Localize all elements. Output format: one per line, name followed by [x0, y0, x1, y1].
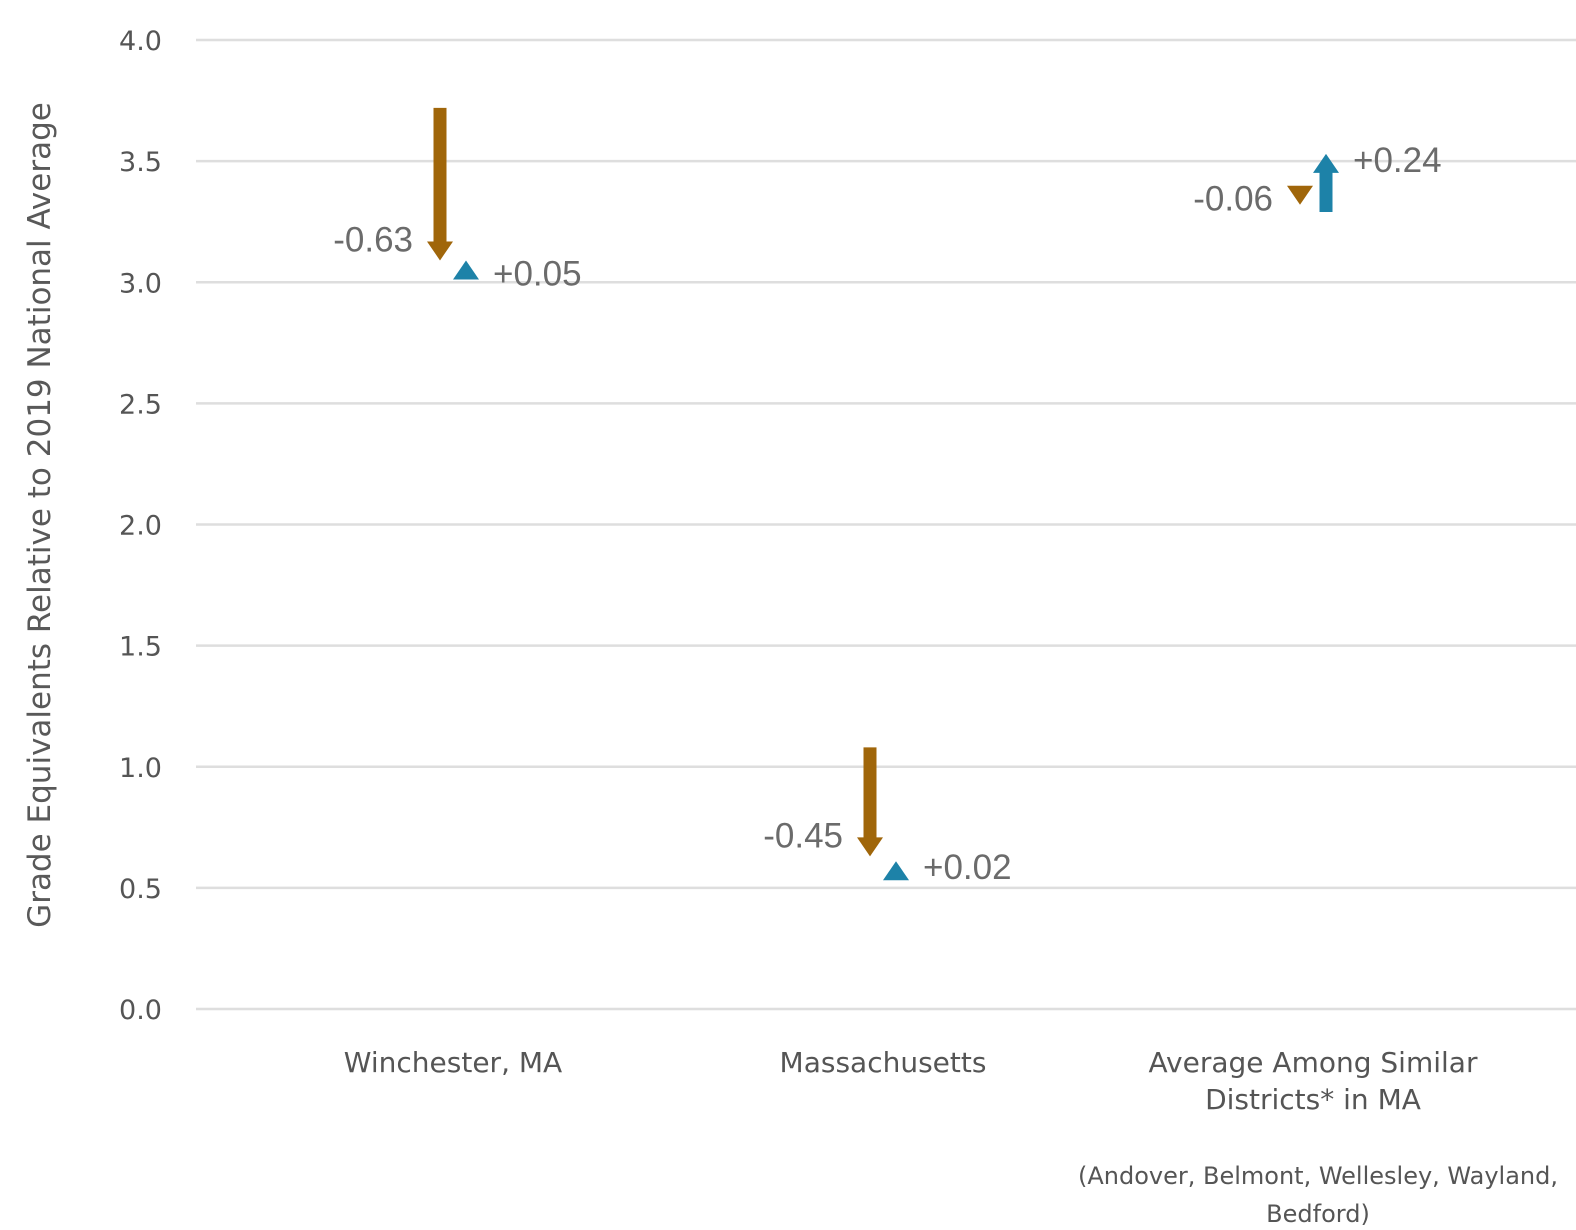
arrow-mark: +0.05 — [453, 255, 582, 294]
data-label: -0.45 — [763, 816, 843, 855]
data-label: -0.06 — [1193, 179, 1273, 218]
y-tick-label: 1.5 — [119, 632, 162, 663]
arrow-shape — [453, 260, 479, 280]
y-tick-label: 3.0 — [119, 268, 162, 299]
y-tick-label: 0.0 — [119, 995, 162, 1026]
y-tick-label: 0.5 — [119, 874, 162, 905]
x-category-note: Bedford) — [1266, 1200, 1370, 1228]
x-category-label: Massachusetts — [780, 1046, 987, 1079]
arrow-mark: -0.06 — [1193, 179, 1313, 218]
gridlines — [196, 38, 1576, 1011]
y-tick-label: 4.0 — [119, 26, 162, 57]
arrow-shape — [1287, 185, 1313, 205]
data-label: -0.63 — [333, 220, 413, 259]
data-label: +0.05 — [493, 255, 582, 294]
x-category-note: (Andover, Belmont, Wellesley, Wayland, — [1078, 1162, 1558, 1190]
arrow-mark: -0.63 — [333, 107, 453, 261]
arrow-shape — [427, 107, 453, 261]
y-tick-label: 1.0 — [119, 753, 162, 784]
x-category-label: Average Among Similar — [1149, 1046, 1478, 1079]
data-label: +0.24 — [1353, 141, 1442, 180]
arrow-shape — [857, 747, 883, 857]
arrow-mark: +0.24 — [1313, 141, 1442, 212]
arrow-mark: -0.45 — [763, 747, 883, 857]
x-axis-categories: Winchester, MA Massachusetts Average Among… — [344, 1046, 1558, 1228]
x-category-label: Districts* in MA — [1205, 1083, 1421, 1116]
y-axis-ticks: 0.0 0.5 1.0 1.5 2.0 2.5 3.0 3.5 4.0 — [119, 26, 162, 1026]
arrow-marks: -0.63 -0.45 -0.06 +0.05 +0.02 +0.24 — [333, 107, 1442, 887]
y-tick-label: 3.5 — [119, 147, 162, 178]
arrow-shape — [883, 861, 909, 881]
y-axis-label: Grade Equivalents Relative to 2019 Natio… — [22, 102, 58, 928]
data-label: +0.02 — [923, 848, 1012, 887]
y-tick-label: 2.0 — [119, 511, 162, 542]
arrow-shape — [1313, 153, 1339, 212]
arrow-mark: +0.02 — [883, 848, 1012, 887]
y-tick-label: 2.5 — [119, 389, 162, 420]
x-category-label: Winchester, MA — [344, 1046, 562, 1079]
